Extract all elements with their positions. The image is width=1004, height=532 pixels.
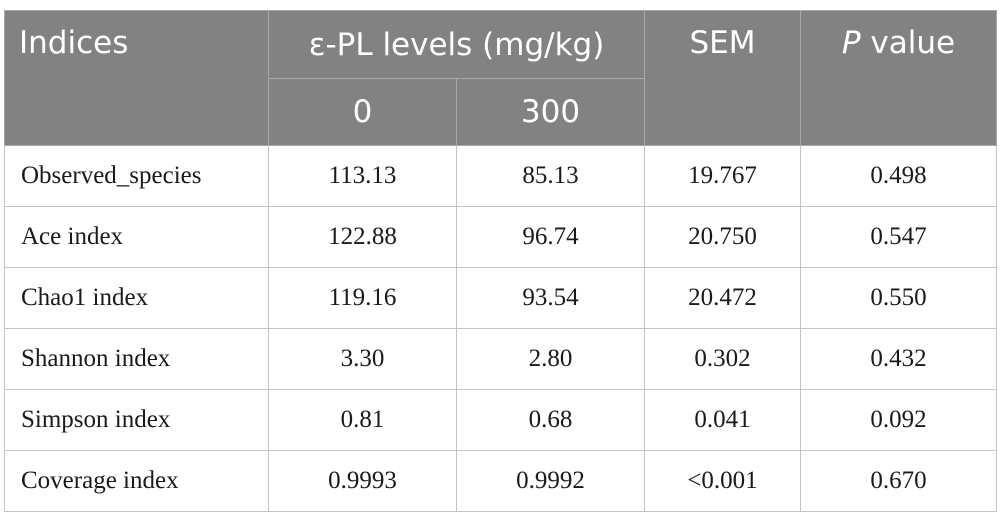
row-label: Ace index	[4, 206, 269, 268]
header-row-1: Indices ε-PL levels (mg/kg) SEM P value	[4, 10, 997, 146]
header-level-0: 0	[268, 78, 457, 146]
cell-p-value: 0.432	[800, 328, 997, 390]
cell-level-0: 3.30	[268, 328, 457, 390]
header-level-300: 300	[456, 78, 645, 146]
cell-sem: 20.472	[644, 267, 801, 329]
table-row: Observed_species 113.13 85.13 19.767 0.4…	[4, 145, 997, 207]
cell-level-0: 0.81	[268, 389, 457, 451]
cell-sem: 20.750	[644, 206, 801, 268]
table-row: Coverage index 0.9993 0.9992 <0.001 0.67…	[4, 450, 997, 512]
table-row: Chao1 index 119.16 93.54 20.472 0.550	[4, 267, 997, 329]
header-p-italic: P	[841, 25, 861, 61]
header-row-2: 0 300	[5, 78, 997, 146]
cell-sem: 0.041	[644, 389, 801, 451]
cell-level-0: 0.9993	[268, 450, 457, 512]
cell-level-300: 0.68	[456, 389, 645, 451]
table-header: Indices ε-PL levels (mg/kg) SEM P value …	[4, 10, 997, 146]
header-p-rest: value	[860, 25, 956, 61]
header-sem: SEM	[644, 10, 801, 146]
alpha-diversity-table: Indices ε-PL levels (mg/kg) SEM P value …	[4, 10, 997, 512]
row-label: Chao1 index	[4, 267, 269, 329]
cell-sem: 19.767	[644, 145, 801, 207]
row-label: Shannon index	[4, 328, 269, 390]
cell-level-300: 2.80	[456, 328, 645, 390]
cell-level-0: 119.16	[268, 267, 457, 329]
row-label: Coverage index	[4, 450, 269, 512]
cell-p-value: 0.670	[800, 450, 997, 512]
cell-p-value: 0.092	[800, 389, 997, 451]
table-row: Simpson index 0.81 0.68 0.041 0.092	[4, 389, 997, 451]
cell-p-value: 0.498	[800, 145, 997, 207]
table-row: Ace index 122.88 96.74 20.750 0.547	[4, 206, 997, 268]
cell-p-value: 0.550	[800, 267, 997, 329]
cell-p-value: 0.547	[800, 206, 997, 268]
row-label: Simpson index	[4, 389, 269, 451]
cell-level-300: 96.74	[456, 206, 645, 268]
cell-level-0: 113.13	[268, 145, 457, 207]
cell-level-300: 93.54	[456, 267, 645, 329]
cell-sem: 0.302	[644, 328, 801, 390]
header-epl-levels: ε-PL levels (mg/kg)	[268, 10, 645, 79]
header-p-value: P value	[800, 10, 997, 146]
table-row: Shannon index 3.30 2.80 0.302 0.432	[4, 328, 997, 390]
cell-sem: <0.001	[644, 450, 801, 512]
cell-level-300: 85.13	[456, 145, 645, 207]
header-indices: Indices	[4, 10, 269, 146]
cell-level-300: 0.9992	[456, 450, 645, 512]
cell-level-0: 122.88	[268, 206, 457, 268]
row-label: Observed_species	[4, 145, 269, 207]
table-body: Observed_species 113.13 85.13 19.767 0.4…	[4, 145, 997, 512]
